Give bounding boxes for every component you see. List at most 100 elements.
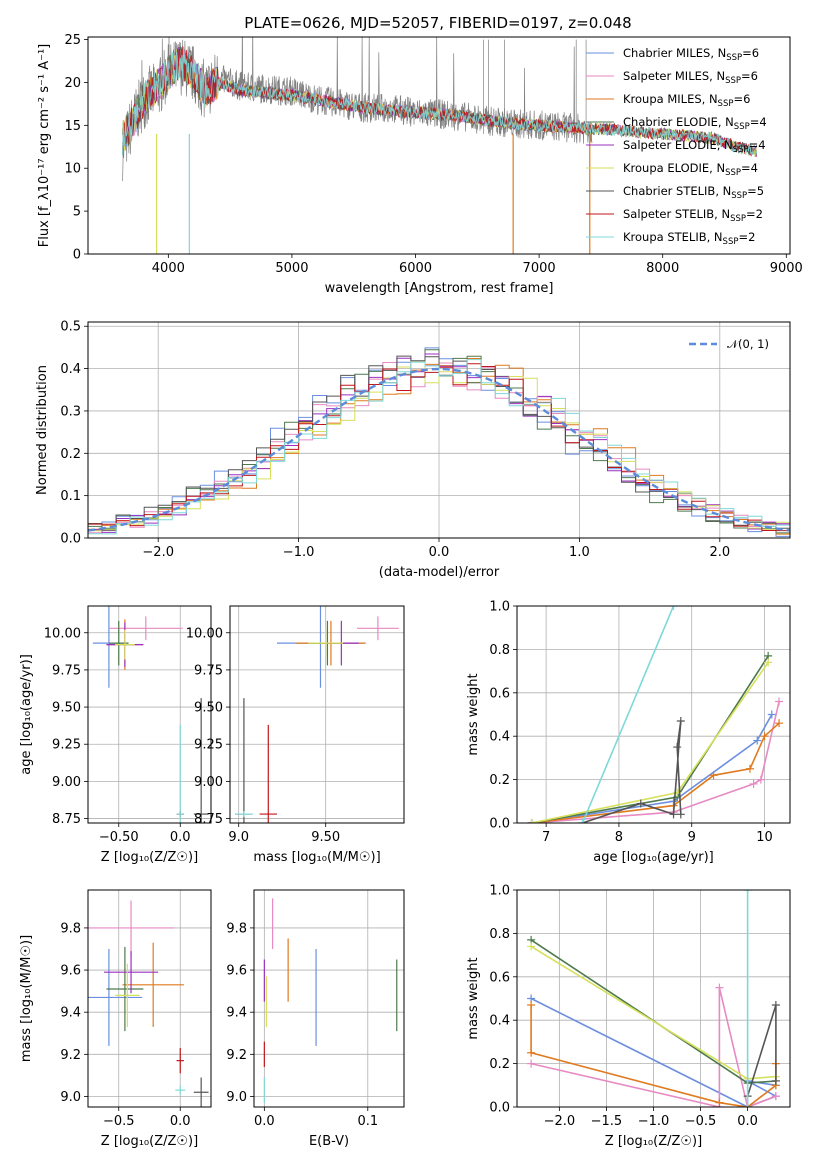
weight-marker [676, 810, 685, 819]
y-tick-label: 9.50 [194, 701, 223, 716]
axes-z_weight: −2.0 −1.5 −1.0 −0.5 0.0 0.0 0.2 0.4 0.6 0.8 1.0 Z [… [466, 884, 790, 1149]
plot-frame [229, 605, 405, 824]
x-tick-label: −1.5 [591, 1114, 623, 1129]
y-tick-label: 10.00 [44, 626, 81, 641]
weight-marker [756, 775, 765, 784]
y-tick-label: 0 [73, 248, 81, 263]
y-tick-label: 9.0 [60, 1090, 81, 1105]
weight-line [581, 606, 675, 823]
legend-subscript: SSP [725, 76, 741, 86]
legend-subscript: SSP [726, 53, 742, 63]
y-tick-label: 0.4 [489, 1014, 510, 1029]
x-axis-label: (data-model)/error [379, 565, 500, 580]
legend-suffix: =5 [747, 184, 764, 198]
y-axis-label: mass [log₁₀(M/M☉)] [19, 935, 34, 1062]
legend-label: Salpeter ELODIE, NSSP=4 [623, 138, 766, 155]
legend-label: Kroupa ELODIE, NSSP=4 [623, 161, 758, 178]
y-tick-label: 9.2 [60, 1048, 81, 1063]
plot-frame [253, 889, 405, 1108]
y-tick-label: 0.2 [489, 1057, 510, 1072]
axes-spectrum: 4000 5000 6000 7000 8000 9000 0 5 10 15 20 25 wavele… [37, 33, 803, 296]
y-tick-label: 20 [64, 76, 81, 91]
x-axis-label: Z [log₁₀(Z/Z☉)] [605, 1134, 702, 1149]
y-axis-label: mass weight [466, 673, 481, 755]
legend-text: Salpeter MILES, N [623, 69, 725, 83]
x-tick-label: 4000 [152, 261, 185, 276]
y-tick-label: 9.0 [226, 1090, 247, 1105]
x-tick-label: −0.5 [103, 1114, 135, 1129]
weight-marker [745, 764, 754, 773]
legend-text: Kroupa MILES, N [623, 92, 718, 106]
y-tick-label: 1.0 [489, 884, 510, 899]
y-tick-label: 0.1 [60, 489, 81, 504]
figure-title: PLATE=0626, MJD=52057, FIBERID=0197, z=0… [244, 14, 631, 32]
legend-text: Chabrier ELODIE, N [623, 115, 734, 129]
y-tick-label: 9.00 [194, 775, 223, 790]
x-tick-label: 7 [542, 830, 550, 845]
x-tick-label: 7000 [523, 261, 556, 276]
weight-marker [669, 810, 678, 819]
legend-subscript: SSP [731, 191, 747, 201]
legend-text: Chabrier STELIB, N [623, 184, 731, 198]
y-tick-label: 0.0 [489, 817, 510, 832]
axes-z_age: −0.50 0.0 8.75 9.00 9.25 9.50 9.75 10.00 Z [log₁… [19, 606, 211, 865]
weight-marker [527, 819, 536, 823]
legend-label: Kroupa STELIB, NSSP=2 [623, 230, 755, 247]
weight-marker [771, 1076, 780, 1085]
y-tick-label: 0.6 [489, 970, 510, 985]
plot-frame [516, 889, 791, 1108]
y-tick-label: 0.5 [60, 320, 81, 335]
weight-marker [743, 1103, 752, 1107]
weight-marker [764, 658, 773, 667]
weight-marker [771, 1001, 780, 1010]
x-tick-label: 0.0 [737, 1114, 758, 1129]
y-tick-label: 9.4 [226, 1006, 247, 1021]
weight-marker [760, 732, 769, 741]
legend-text: Kroupa ELODIE, N [623, 161, 725, 175]
weight-marker [676, 717, 685, 726]
legend-subscript: SSP [734, 122, 750, 132]
axes-age_weight: 7 8 9 10 0.0 0.2 0.4 0.6 0.8 1.0 age [log₁₀(age/yr… [466, 600, 790, 865]
legend-subscript: SSP [725, 168, 741, 178]
y-tick-label: 0.0 [60, 532, 81, 547]
errorbars-mass_age [235, 606, 399, 823]
y-tick-label: 9.25 [52, 738, 81, 753]
axes-z_mass: −0.5 0.0 9.0 9.2 9.4 9.6 9.8 Z [log₁₀(Z/Z☉)] mas… [19, 890, 211, 1149]
legend-label: Salpeter STELIB, NSSP=2 [623, 207, 763, 224]
legend-suffix: =6 [742, 46, 759, 60]
weight-marker [753, 736, 762, 745]
y-tick-label: 9.75 [52, 663, 81, 678]
errorbars-z_mass [88, 900, 209, 1107]
plot-frame [87, 889, 212, 1108]
x-axis-label: age [log₁₀(age/yr)] [593, 850, 714, 865]
legend-suffix: =4 [749, 138, 766, 152]
residual-histograms [88, 347, 790, 538]
weight-marker [527, 1048, 536, 1057]
legend-subscript: SSP [733, 145, 749, 155]
weight-marker [767, 710, 776, 719]
legend-suffix: =6 [733, 92, 750, 106]
y-tick-label: 0.2 [489, 773, 510, 788]
y-tick-label: 9.6 [226, 964, 247, 979]
x-tick-label: −0.5 [685, 1114, 717, 1129]
y-tick-label: 9.50 [52, 701, 81, 716]
spectrum-lines [122, 37, 758, 254]
y-tick-label: 0.8 [489, 643, 510, 658]
legend-text: Salpeter ELODIE, N [623, 138, 733, 152]
y-tick-label: 0.6 [489, 686, 510, 701]
y-axis-label: Normed distribution [35, 365, 50, 495]
errorbars-ebv_mass [263, 898, 398, 1103]
legend-label: Salpeter MILES, NSSP=6 [623, 69, 758, 86]
x-tick-label: 5000 [275, 261, 308, 276]
legend-label: Chabrier ELODIE, NSSP=4 [623, 115, 767, 132]
legend-label: Kroupa MILES, NSSP=6 [623, 92, 750, 109]
weight-line [531, 661, 769, 823]
legend-label: 𝒩(0, 1) [727, 337, 769, 351]
residual-histogram-series [88, 360, 790, 538]
x-tick-label: −1.0 [638, 1114, 670, 1129]
weight-marker [775, 697, 784, 706]
plot-frame [87, 36, 791, 255]
errorbars-z_age [92, 606, 209, 823]
legend-subscript: SSP [718, 99, 734, 109]
